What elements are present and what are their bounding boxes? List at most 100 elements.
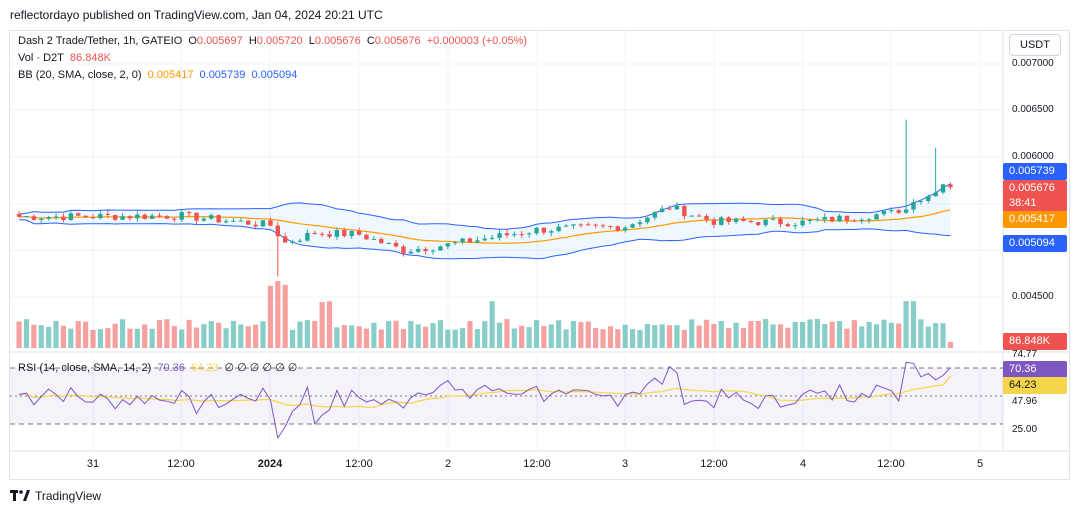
volume-bar (541, 326, 547, 348)
volume-bar (127, 328, 133, 348)
volume-bar (312, 320, 318, 348)
rsi-tick-mid: 47.96 (1012, 396, 1038, 407)
candle-body (497, 233, 502, 238)
symbol-label[interactable]: Dash 2 Trade/Tether, 1h, GATEIO (18, 35, 183, 47)
candle-body (800, 220, 805, 226)
candle-body (763, 219, 768, 226)
candle-body (327, 234, 332, 237)
tradingview-logo-icon (10, 490, 30, 501)
candle-body (68, 213, 74, 221)
candle-body (645, 217, 650, 223)
change-value: +0.000003 (+0.05%) (426, 35, 528, 47)
candle-body (105, 213, 110, 215)
volume-bar (356, 326, 362, 348)
volume-bar (474, 329, 480, 348)
volume-tag: 86.848K (1003, 333, 1067, 350)
time-tick-1200: 12:00 (167, 458, 195, 470)
candle-body (682, 205, 687, 217)
candle-body (157, 215, 162, 217)
volume-bar (267, 285, 273, 348)
volume-bar (526, 327, 532, 348)
volume-bar (341, 325, 347, 348)
time-tick-1200: 12:00 (877, 458, 905, 470)
volume-bar (326, 301, 333, 348)
candle-body (334, 230, 340, 237)
volume-bar (859, 326, 865, 348)
volume-bar (179, 329, 185, 348)
volume-bar (112, 323, 118, 348)
time-tick-1200: 12:00 (700, 458, 728, 470)
volume-bar (718, 321, 724, 348)
price-tick-6000: 0.006000 (1012, 151, 1054, 162)
currency-button[interactable]: USDT (1009, 34, 1061, 56)
bb-basis-tag: 0.005417 (1003, 211, 1067, 228)
volume-bar (363, 328, 370, 348)
volume-bar (925, 326, 931, 348)
time-tick-2024: 2024 (257, 458, 283, 470)
time-tick-3: 3 (621, 458, 629, 470)
volume-bar (260, 321, 266, 348)
volume-bar (822, 323, 828, 348)
candle-body (342, 230, 347, 237)
candle-body (578, 224, 584, 226)
volume-bar (119, 319, 126, 348)
volume-bar (800, 321, 806, 348)
candle-body (246, 220, 251, 225)
candle-body (31, 216, 37, 220)
rsi-line (19, 361, 951, 440)
volume-bar (230, 320, 237, 348)
volume-bar (97, 329, 103, 348)
candle-body (549, 231, 554, 233)
volume-label[interactable]: Vol · D2T (18, 52, 64, 64)
volume-bar (415, 324, 421, 348)
volume-bar (489, 301, 495, 348)
bb-upper-line (19, 183, 951, 230)
publish-caption: reflectordayo published on TradingView.c… (10, 8, 383, 22)
volume-bar (186, 319, 192, 348)
bb-lower-tag: 0.005094 (1003, 235, 1067, 252)
candle-body (696, 215, 702, 217)
volume-bar (607, 326, 614, 348)
volume-bar (31, 324, 37, 348)
volume-bar (881, 319, 887, 348)
volume-bar (253, 324, 259, 348)
volume-value: 86.848K (69, 52, 111, 64)
volume-bar (689, 319, 695, 348)
close-label: C (366, 35, 375, 47)
candle-body (563, 225, 569, 227)
high-label: H (248, 35, 257, 47)
tradingview-logo[interactable]: TradingView (10, 489, 101, 503)
volume-bar (763, 319, 769, 348)
candle-body (445, 243, 450, 247)
candle-body (519, 234, 524, 236)
volume-bar (445, 329, 451, 348)
candle-body (364, 234, 369, 240)
time-tick-4: 4 (799, 458, 807, 470)
volume-bar (105, 328, 111, 348)
candle-body (98, 213, 103, 219)
volume-bar (83, 321, 89, 348)
candle-body (844, 215, 850, 221)
candle-body (216, 215, 221, 223)
bb-upper-value: 0.005739 (199, 69, 246, 81)
candle-body (90, 217, 96, 219)
bb-label[interactable]: BB (20, SMA, close, 2, 0) (18, 69, 142, 81)
bb-fill (19, 183, 951, 259)
bb-basis-value: 0.005417 (147, 69, 194, 81)
volume-bar (947, 342, 954, 348)
candle-body (223, 221, 229, 223)
candle-body (120, 216, 125, 220)
volume-bar (164, 319, 170, 348)
candle-body (127, 216, 133, 219)
candle-body (926, 196, 931, 202)
candle-body (238, 220, 244, 222)
volume-bar (807, 319, 813, 348)
candle-body (667, 208, 672, 210)
candle-body (356, 230, 362, 235)
volume-bar (681, 329, 687, 348)
candle-body (393, 242, 399, 247)
rsi-label[interactable]: RSI (14, close, SMA, 14, 2) (18, 362, 152, 374)
volume-bar (378, 329, 384, 348)
price-tick-4500: 0.004500 (1012, 291, 1054, 302)
